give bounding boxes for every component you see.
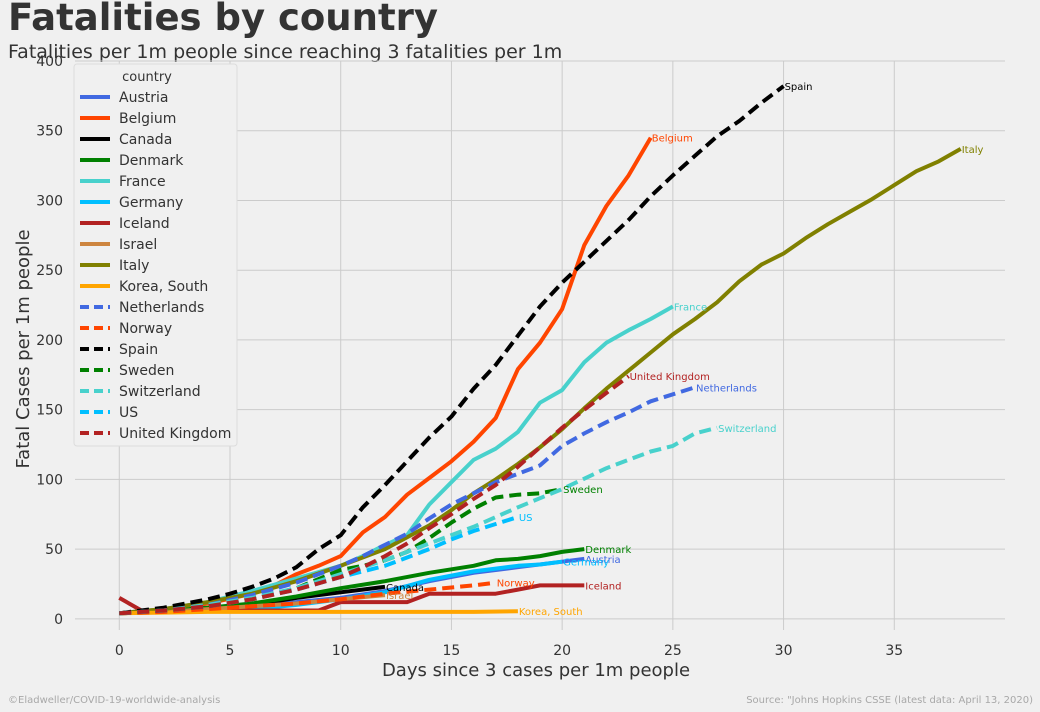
legend-entry: Austria: [119, 90, 168, 106]
y-tick-label: 50: [45, 542, 63, 558]
legend-entry: France: [119, 174, 166, 190]
y-tick-label: 400: [36, 54, 63, 70]
y-tick-label: 250: [36, 263, 63, 279]
end-label: United Kingdom: [630, 372, 710, 383]
y-tick-label: 200: [36, 333, 63, 349]
x-tick-label: 30: [775, 643, 793, 659]
end-label: US: [519, 513, 533, 524]
end-label: Iceland: [585, 581, 621, 592]
source-text: Source: "Johns Hopkins CSSE (latest data…: [746, 695, 1033, 706]
legend-entry: Israel: [119, 237, 157, 253]
page-subtitle: Fatalities per 1m people since reaching …: [8, 41, 563, 63]
end-label: Spain: [785, 82, 813, 93]
end-label: Korea, South: [519, 607, 583, 618]
y-axis-label: Fatal Cases per 1m people: [13, 229, 34, 468]
x-tick-label: 10: [332, 643, 350, 659]
end-label: Denmark: [585, 545, 631, 556]
end-label: Germany: [563, 558, 609, 569]
end-label: Norway: [497, 579, 535, 590]
end-labels: Austria Belgium Canada Denmark France Germany…: [386, 82, 983, 618]
y-tick-label: 100: [36, 472, 63, 488]
series-line-italy: [119, 147, 962, 616]
x-tick-label: 20: [553, 643, 571, 659]
series-line-us: [119, 515, 519, 616]
legend-entry: United Kingdom: [119, 426, 231, 442]
legend-entry: Spain: [119, 342, 158, 358]
series-line-france: [119, 304, 674, 616]
x-tick-label: 35: [885, 643, 903, 659]
end-label: France: [674, 302, 707, 313]
series-line-norway: [119, 580, 496, 616]
legend-entry: Belgium: [119, 111, 176, 127]
page-title: Fatalities by country: [8, 0, 439, 39]
legend-entry: Iceland: [119, 216, 170, 232]
end-label: Belgium: [652, 134, 693, 145]
legend-entry: Sweden: [119, 363, 174, 379]
legend-entry: Norway: [119, 321, 172, 337]
end-label: Canada: [386, 583, 424, 594]
legend-entry: Denmark: [119, 153, 184, 169]
x-tick-label: 15: [443, 643, 461, 659]
y-tick-label: 0: [54, 612, 63, 628]
y-tick-label: 300: [36, 193, 63, 209]
series-line-united-kingdom: [119, 374, 630, 616]
series-line-korea-south: [119, 609, 518, 616]
y-tick-label: 350: [36, 124, 63, 140]
legend-entry: Italy: [119, 258, 149, 274]
legend-entry: US: [119, 405, 138, 421]
series-line-netherlands: [119, 385, 696, 616]
end-label: Austria: [585, 555, 620, 566]
end-label: Switzerland: [718, 424, 776, 435]
legend-entry: Canada: [119, 132, 172, 148]
end-label: Italy: [962, 145, 984, 156]
y-tick-label: 150: [36, 403, 63, 419]
legend-box: [73, 63, 238, 447]
x-tick-label: 25: [664, 643, 682, 659]
legend-entry: Switzerland: [119, 384, 201, 400]
end-label: Netherlands: [696, 383, 757, 394]
x-axis-label: Days since 3 cases per 1m people: [382, 660, 690, 681]
legend-entry: Netherlands: [119, 300, 204, 316]
credit-text: ©Eladweller/COVID-19-worldwide-analysis: [8, 695, 221, 706]
end-label: Israel: [386, 591, 413, 602]
end-label: Sweden: [563, 485, 603, 496]
series-line-spain: [119, 84, 785, 616]
legend-title: country: [122, 70, 172, 85]
series-lines: [118, 84, 962, 616]
x-tick-label: 0: [115, 643, 124, 659]
legend-entry: Germany: [119, 195, 183, 211]
legend-entry: Korea, South: [119, 279, 208, 295]
x-tick-label: 5: [226, 643, 235, 659]
legend: country Austria Belgium Canada Denmark France…: [73, 63, 238, 447]
